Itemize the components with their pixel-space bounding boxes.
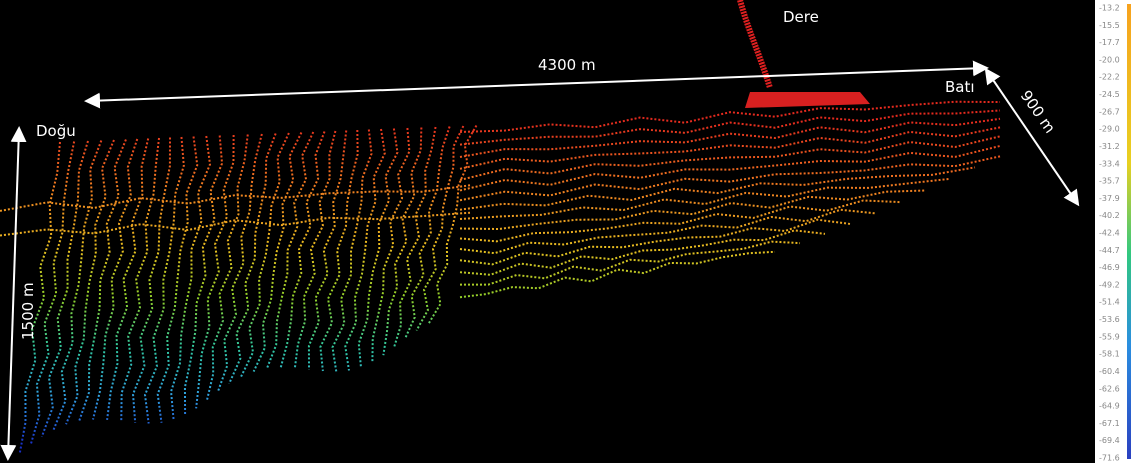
survey-line [241, 133, 289, 377]
survey-line [417, 126, 464, 330]
colorbar-tick-label: -26.7 [1099, 107, 1120, 116]
survey-line [218, 134, 262, 392]
survey-line [42, 141, 88, 437]
colorbar-tick-label: -15.5 [1099, 21, 1120, 30]
survey-line [79, 140, 126, 421]
survey-line [372, 128, 409, 362]
colorbar-tick-label: -46.9 [1099, 263, 1120, 272]
survey-line [121, 138, 159, 421]
survey-line [145, 137, 184, 423]
colorbar-tick-label: -22.2 [1099, 73, 1120, 82]
survey-line [309, 131, 346, 370]
survey-line [93, 139, 137, 420]
survey-line [460, 179, 950, 219]
survey-line [320, 130, 357, 371]
point-cloud-view: Dere 4300 m Batı 900 m Doğu 1500 m -13.2… [0, 0, 1133, 463]
colorbar-tick-label: -37.9 [1099, 194, 1120, 203]
colorbar-tick-label: -69.4 [1099, 436, 1120, 445]
colorbar-tick-label: -53.6 [1099, 315, 1120, 324]
survey-lines [0, 102, 1000, 454]
colorbar [1127, 4, 1131, 459]
colorbar-tick-label: -51.4 [1099, 298, 1120, 307]
colorbar-tick-label: -49.2 [1099, 280, 1120, 289]
stream-mouth [745, 92, 870, 108]
survey-line [196, 135, 233, 408]
survey-line [460, 146, 1000, 190]
survey-line [460, 156, 1000, 200]
length-label: 4300 m [538, 56, 596, 74]
colorbar-tick-label: -17.7 [1099, 38, 1120, 47]
height-arrow [8, 130, 19, 457]
east-label: Doğu [36, 122, 76, 140]
survey-line [460, 110, 1000, 144]
survey-line [460, 167, 975, 209]
colorbar-tick-label: -71.6 [1099, 454, 1120, 463]
survey-line [460, 136, 1000, 180]
colorbar-tick-label: -13.2 [1099, 4, 1120, 13]
west-label: Batı [945, 78, 975, 96]
width-label: 900 m [1017, 87, 1059, 137]
colorbar-tick-label: -62.6 [1099, 384, 1120, 393]
colorbar-tick-label: -24.5 [1099, 90, 1120, 99]
colorbar-tick-label: -31.2 [1099, 142, 1120, 151]
colorbar-tick-label: -60.4 [1099, 367, 1120, 376]
colorbar-tick-label: -33.4 [1099, 159, 1120, 168]
colorbar-tick-label: -35.7 [1099, 177, 1120, 186]
survey-line [460, 191, 925, 229]
survey-line [345, 129, 385, 370]
survey-line [107, 139, 148, 420]
colorbar-tick-label: -20.0 [1099, 55, 1120, 64]
survey-line [460, 102, 1000, 132]
stream-label: Dere [783, 8, 819, 26]
survey-line [460, 127, 1000, 168]
survey-line [0, 213, 470, 236]
survey-line [0, 185, 470, 211]
survey-line [460, 230, 825, 274]
height-label: 1500 m [19, 282, 37, 340]
survey-line [383, 128, 421, 356]
colorbar-tick-label: -40.2 [1099, 211, 1120, 220]
colorbar-tick-label: -42.4 [1099, 229, 1120, 238]
colorbar-tick-label: -29.0 [1099, 125, 1120, 134]
colorbar-tick-label: -67.1 [1099, 419, 1120, 428]
colorbar-tick-label: -44.7 [1099, 246, 1120, 255]
colorbar-tick-label: -55.9 [1099, 332, 1120, 341]
colorbar-tick-label: -58.1 [1099, 350, 1120, 359]
survey-line [359, 129, 398, 368]
colorbar-tick-label: -64.9 [1099, 402, 1120, 411]
stream-points [740, 0, 770, 88]
survey-line [267, 132, 313, 369]
